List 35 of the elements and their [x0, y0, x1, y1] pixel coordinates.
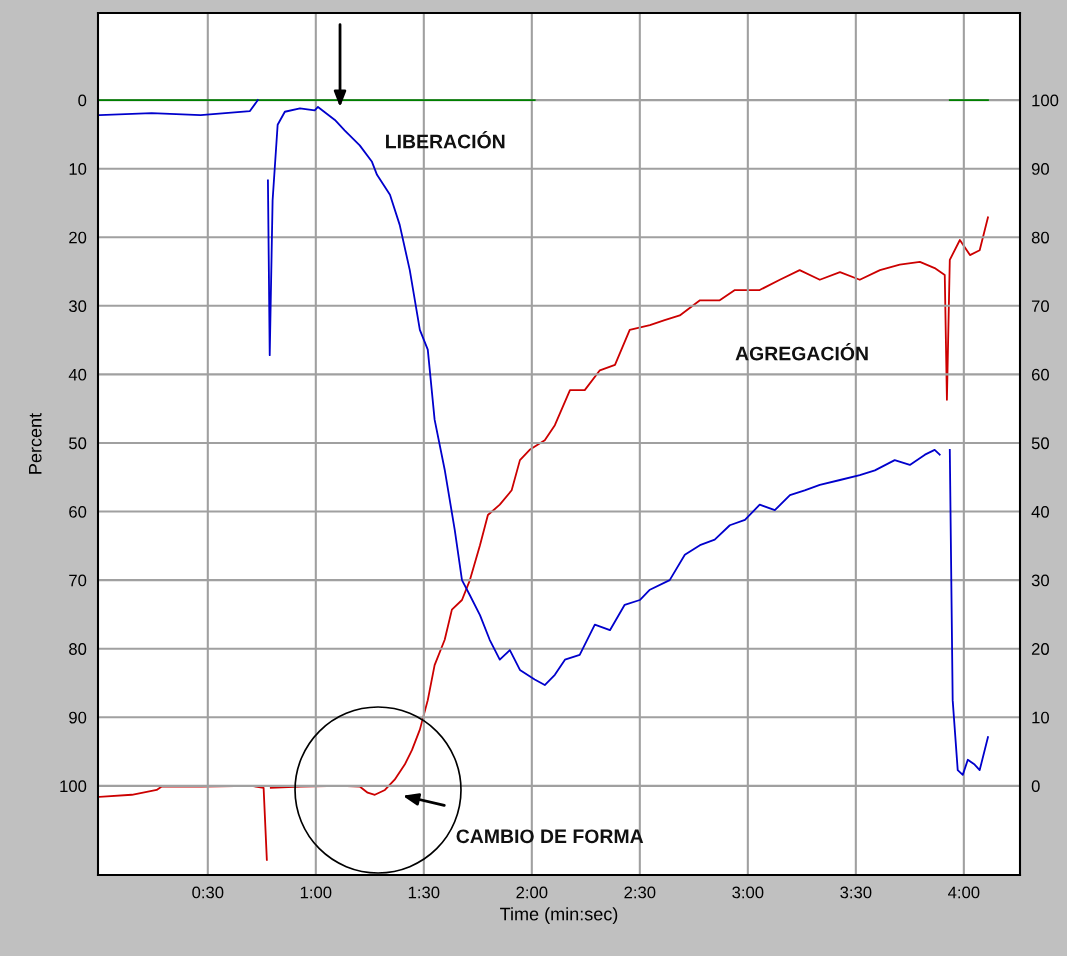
y2-tick-label: 40: [1031, 505, 1049, 518]
y-axis-title: Percent: [29, 413, 42, 474]
y2-tick-label: 10: [1032, 711, 1049, 724]
y-tick-label: 0: [78, 94, 87, 107]
x-tick-label: 2:30: [624, 886, 656, 899]
annotation: LIBERACIÓN: [386, 130, 505, 149]
x-tick-label: 4:00: [948, 886, 980, 899]
y2-tick-label: 80: [1031, 231, 1049, 244]
y2-tick-label: 100: [1032, 94, 1059, 107]
annotation: CAMBIO DE FORMA: [456, 829, 644, 844]
y2-tick-label: 50: [1031, 437, 1049, 450]
y2-tick-label: 0: [1031, 780, 1040, 793]
y-tick-label: 80: [69, 643, 87, 655]
y2-tick-label: 90: [1031, 163, 1049, 175]
x-axis-title: Time (min:sec): [500, 907, 618, 925]
y2-tick-label: 20: [1031, 643, 1049, 655]
y-tick-label: 40: [68, 368, 87, 381]
y-tick-label: 60: [69, 505, 87, 518]
y-tick-label: 90: [69, 711, 87, 724]
y-tick-label: 30: [68, 300, 87, 313]
y-tick-label: 50: [69, 437, 87, 450]
y-tick-label: 100: [60, 780, 87, 793]
y-tick-label: 10: [69, 163, 87, 175]
x-tick-label: 3:00: [732, 886, 764, 899]
y2-tick-label: 60: [1031, 368, 1049, 381]
x-tick-label: 2:00: [516, 886, 548, 899]
x-tick-label: 1:00: [300, 886, 332, 899]
x-tick-label: 0:30: [192, 886, 224, 899]
y2-tick-label: 30: [1031, 574, 1049, 587]
annotation: AGREGACIÓN: [735, 343, 868, 361]
y-tick-label: 70: [69, 574, 87, 587]
y2-tick-label: 70: [1031, 300, 1049, 313]
y-tick-label: 20: [69, 231, 87, 244]
x-tick-label: 3:30: [840, 886, 872, 899]
x-tick-label: 1:30: [408, 886, 440, 899]
